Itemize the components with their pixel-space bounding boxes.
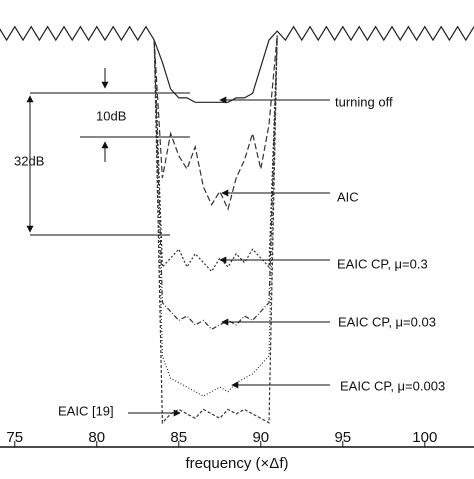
- annotation-label: EAIC CP, μ=0.03: [338, 314, 436, 329]
- measure-guides: [26, 68, 190, 236]
- series-line: [0, 25, 474, 103]
- series-line: [153, 35, 278, 425]
- x-tick-label: 75: [6, 429, 23, 446]
- series-line: [153, 35, 278, 211]
- annotation-label: turning off: [335, 94, 393, 109]
- annotation-label: EAIC CP, μ=0.003: [340, 378, 445, 393]
- x-tick-label: 90: [252, 429, 269, 446]
- x-tick-label: 95: [334, 429, 351, 446]
- series-line: [153, 35, 278, 273]
- measure-label: 32dB: [14, 153, 44, 168]
- annotation-label: EAIC [19]: [58, 403, 114, 418]
- annotation-label: AIC: [337, 189, 359, 204]
- x-tick-label: 85: [170, 429, 187, 446]
- series-line: [153, 35, 278, 331]
- series-line: [153, 35, 278, 397]
- x-tick-label: 80: [88, 429, 105, 446]
- annotation-label: EAIC CP, μ=0.3: [337, 256, 428, 271]
- x-tick-label: 100: [412, 429, 437, 446]
- x-axis-label: frequency (×Δf): [186, 455, 289, 472]
- measure-label: 10dB: [96, 108, 126, 123]
